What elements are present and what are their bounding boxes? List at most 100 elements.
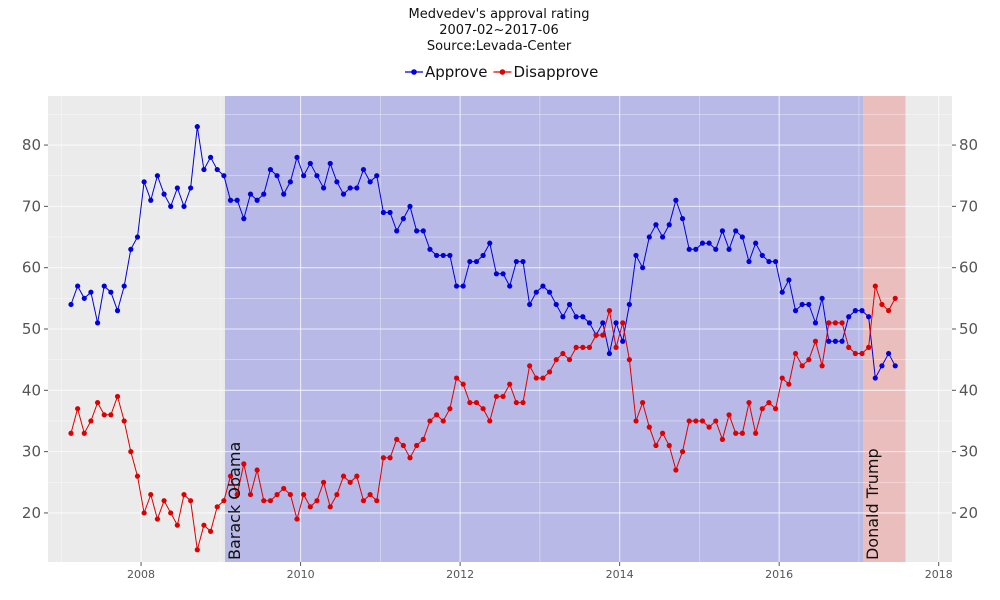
data-point-approve — [201, 166, 207, 173]
data-point-disapprove — [480, 406, 486, 412]
data-point-disapprove — [241, 461, 247, 467]
data-point-disapprove — [261, 498, 267, 504]
data-point-approve — [254, 197, 260, 203]
y-tick-label: 70 — [959, 197, 978, 215]
data-point-disapprove — [646, 424, 652, 430]
data-point-disapprove — [75, 406, 81, 412]
data-point-approve — [294, 154, 300, 160]
data-point-disapprove — [586, 344, 593, 350]
data-point-disapprove — [600, 332, 606, 338]
data-point-approve — [566, 301, 573, 308]
data-point-disapprove — [394, 436, 400, 442]
data-point-approve — [247, 191, 254, 197]
data-point-approve — [181, 203, 187, 209]
data-point-approve — [101, 283, 107, 289]
data-point-disapprove — [88, 418, 94, 424]
y-axis-left: 20 30 40 50 60 70 80 — [22, 136, 48, 522]
data-point-approve — [673, 197, 679, 203]
data-point-approve — [487, 240, 493, 246]
data-point-approve — [460, 283, 466, 289]
data-point-disapprove — [181, 491, 187, 498]
data-point-approve — [573, 314, 579, 320]
data-point-approve — [786, 277, 792, 283]
data-point-approve — [374, 173, 380, 179]
legend-marker-disapprove — [499, 69, 506, 75]
data-point-approve — [613, 320, 619, 326]
data-point-approve — [194, 124, 200, 130]
legend: Approve Disapprove — [405, 63, 598, 81]
data-point-approve — [168, 203, 174, 209]
data-point-disapprove — [553, 357, 559, 363]
data-point-approve — [427, 246, 433, 252]
data-point-approve — [826, 338, 832, 344]
data-point-approve — [148, 197, 154, 203]
data-point-approve — [161, 191, 167, 197]
data-point-disapprove — [739, 430, 745, 436]
data-point-disapprove — [407, 455, 413, 461]
data-point-approve — [646, 234, 652, 240]
data-point-approve — [281, 191, 287, 197]
data-point-approve — [354, 185, 360, 191]
data-point-approve — [314, 173, 320, 179]
data-point-approve — [394, 228, 400, 234]
data-point-disapprove — [367, 491, 373, 498]
data-point-approve — [334, 179, 340, 185]
data-point-disapprove — [234, 491, 240, 498]
x-tick-label: 2018 — [925, 568, 953, 581]
y-tick-label: 80 — [22, 136, 41, 154]
data-point-approve — [128, 246, 134, 252]
y-tick-label: 40 — [959, 381, 978, 399]
y-tick-label: 20 — [959, 504, 978, 522]
data-point-disapprove — [879, 301, 885, 308]
data-point-disapprove — [593, 332, 599, 338]
data-point-approve — [872, 375, 878, 381]
data-point-disapprove — [387, 455, 393, 461]
data-point-approve — [753, 240, 759, 246]
data-point-approve — [114, 308, 121, 314]
data-point-approve — [759, 252, 765, 259]
data-point-disapprove — [566, 357, 573, 363]
data-point-approve — [480, 252, 486, 259]
data-point-approve — [154, 173, 161, 179]
band-label: Donald Trump — [863, 448, 882, 560]
data-point-approve — [733, 228, 739, 234]
data-point-disapprove — [686, 418, 692, 424]
data-point-approve — [686, 246, 692, 252]
data-point-disapprove — [786, 381, 792, 387]
data-point-disapprove — [753, 430, 759, 436]
data-point-approve — [846, 314, 852, 320]
data-point-approve — [839, 338, 845, 344]
data-point-approve — [832, 338, 839, 344]
data-point-approve — [812, 320, 819, 326]
data-point-disapprove — [866, 344, 872, 350]
data-point-approve — [766, 258, 772, 265]
data-point-approve — [447, 252, 453, 259]
data-point-disapprove — [427, 418, 433, 424]
data-point-approve — [746, 258, 752, 265]
data-point-approve — [527, 301, 533, 308]
data-point-approve — [653, 222, 659, 228]
data-point-approve — [134, 234, 141, 240]
data-point-disapprove — [320, 479, 327, 485]
data-point-disapprove — [347, 479, 353, 485]
data-point-disapprove — [473, 399, 480, 406]
data-point-disapprove — [560, 350, 566, 357]
data-point-approve — [533, 289, 539, 295]
chart-source: Source:Levada-Center — [427, 39, 572, 54]
data-point-approve — [241, 216, 247, 222]
data-point-disapprove — [148, 491, 154, 498]
data-point-approve — [859, 308, 865, 314]
data-point-disapprove — [527, 363, 533, 369]
data-point-disapprove — [679, 449, 686, 455]
data-point-disapprove — [101, 412, 107, 418]
data-point-approve — [467, 258, 473, 265]
data-point-disapprove — [453, 375, 460, 381]
data-point-approve — [227, 197, 234, 203]
x-tick-label: 2012 — [446, 568, 474, 581]
y-tick-label: 30 — [959, 443, 978, 461]
data-point-disapprove — [254, 467, 260, 473]
data-point-disapprove — [188, 498, 194, 504]
data-point-disapprove — [141, 510, 147, 516]
data-point-approve — [739, 234, 745, 240]
data-point-disapprove — [433, 412, 440, 418]
